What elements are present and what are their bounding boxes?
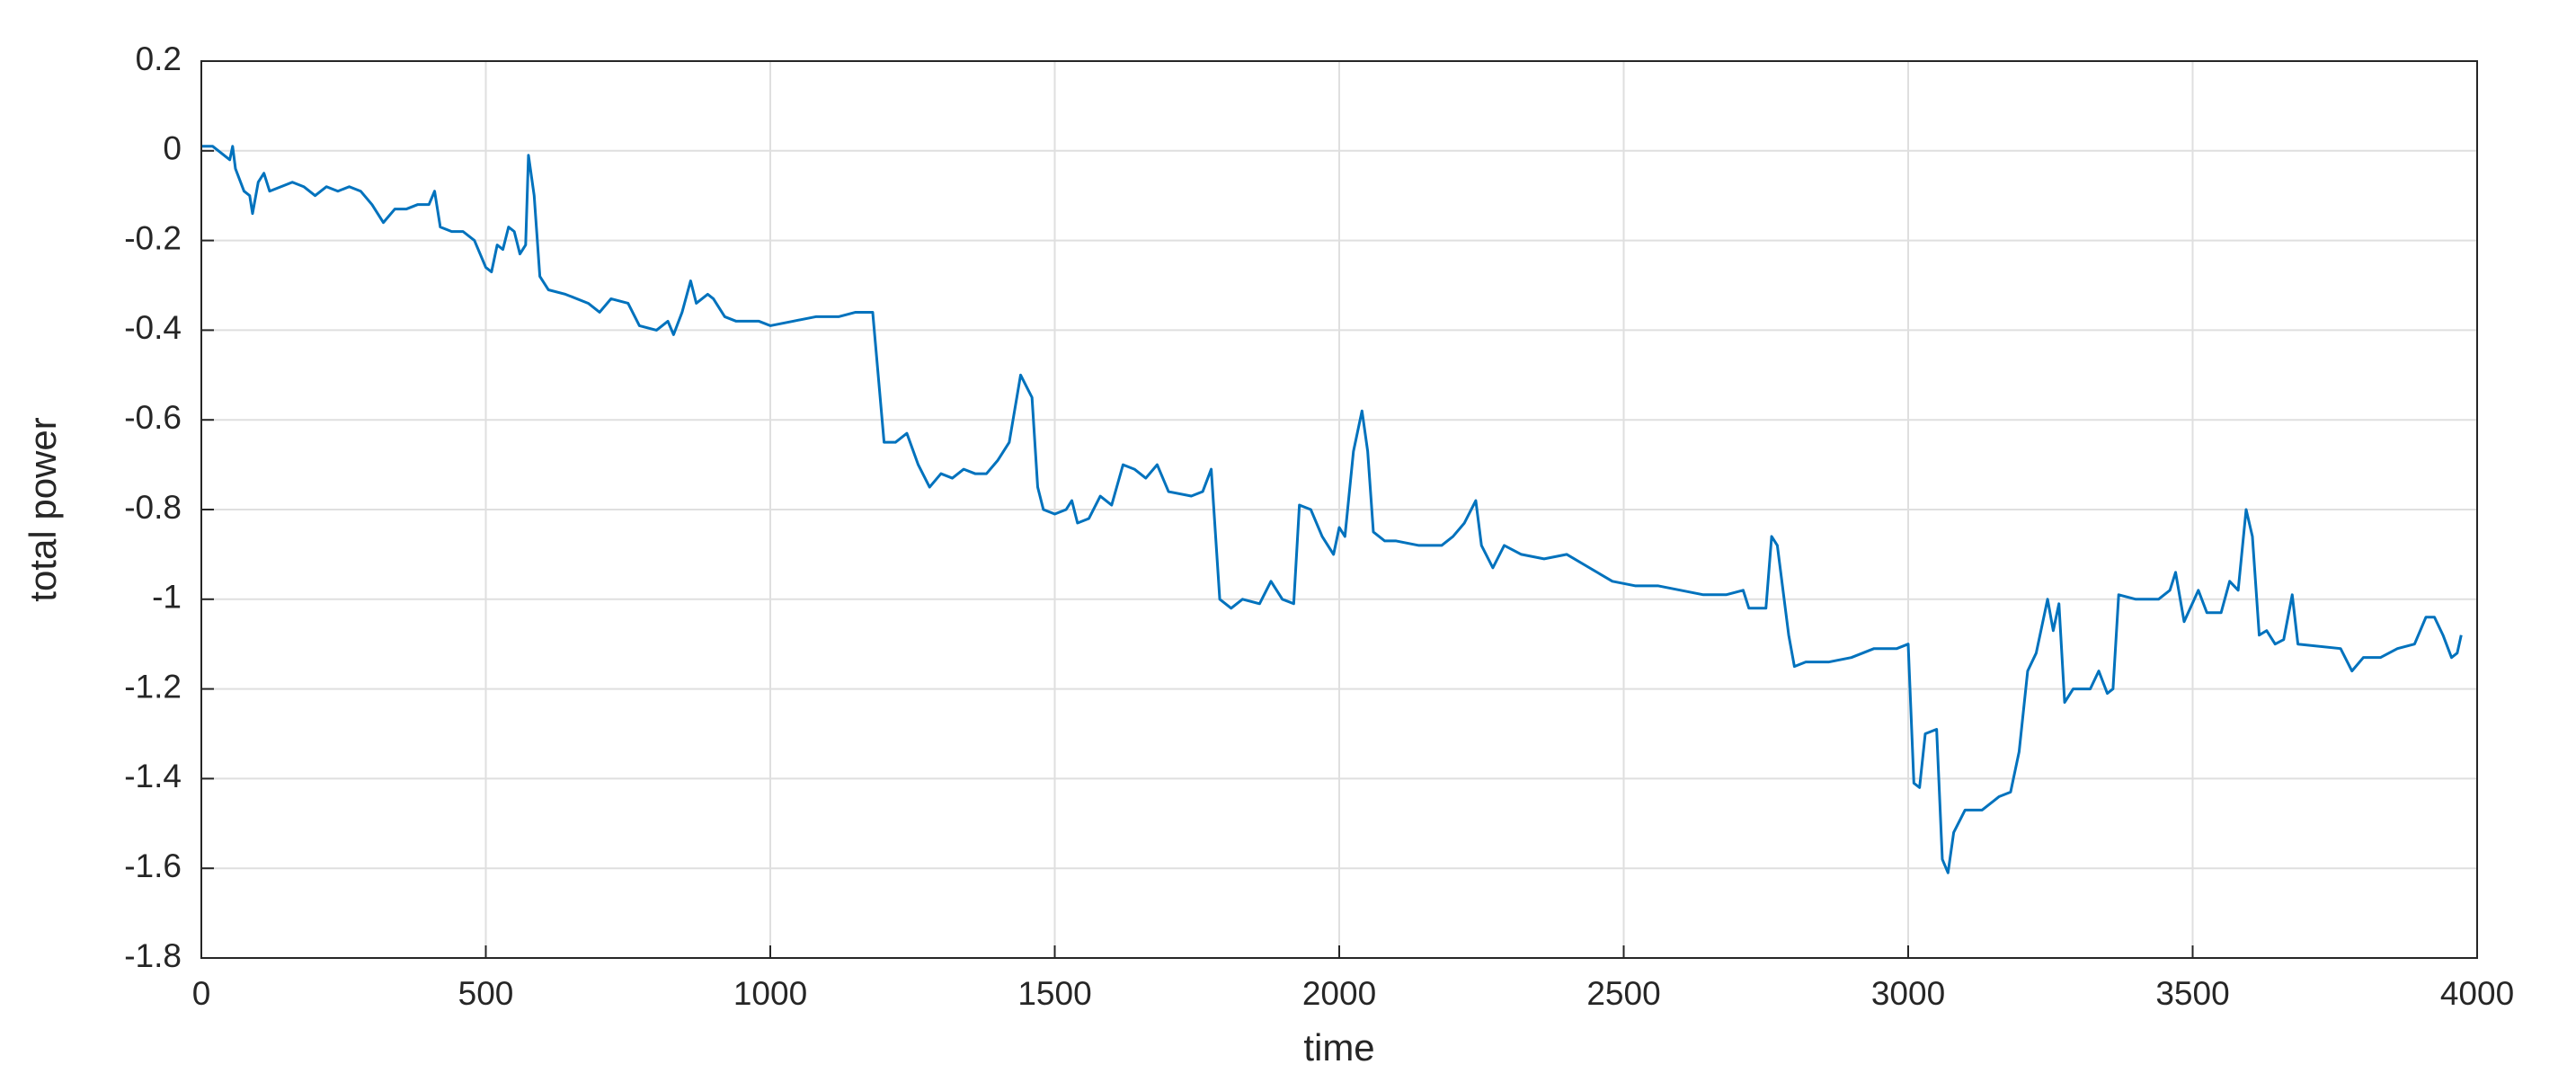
y-tick-label: 0.2: [136, 40, 182, 77]
x-tick-label: 3500: [2155, 975, 2229, 1012]
x-tick-label: 4000: [2440, 975, 2514, 1012]
x-tick-label: 0: [192, 975, 211, 1012]
data-line: [201, 145, 2463, 874]
grid: [200, 60, 2478, 959]
x-axis-label: time: [1303, 1026, 1374, 1069]
y-tick-label: -0.4: [124, 309, 182, 346]
y-tick-label: -1.4: [124, 758, 182, 794]
y-tick-label: -0.8: [124, 489, 182, 526]
y-tick-label: -1.2: [124, 668, 182, 705]
x-tick-label: 3000: [1871, 975, 1945, 1012]
x-tick-label: 2500: [1586, 975, 1660, 1012]
y-axis-label: total power: [22, 417, 64, 601]
marks: [201, 145, 2463, 874]
plot-frame: [200, 60, 2478, 959]
y-tick-label: -0.2: [124, 219, 182, 256]
x-tick-label: 1500: [1017, 975, 1091, 1012]
ticks: 0 500 1000 1500 2000 2500 3000 3500 4000 -1.8 -1.6…: [124, 40, 2514, 1012]
x-tick-label: 1000: [733, 975, 807, 1012]
x-tick-label: 2000: [1302, 975, 1376, 1012]
y-tick-label: -1.6: [124, 847, 182, 884]
y-tick-label: -0.6: [124, 399, 182, 436]
y-tick-label: -1: [152, 579, 182, 616]
y-tick-label: 0: [163, 130, 182, 167]
x-tick-label: 500: [458, 975, 514, 1012]
y-tick-label: -1.8: [124, 937, 182, 974]
